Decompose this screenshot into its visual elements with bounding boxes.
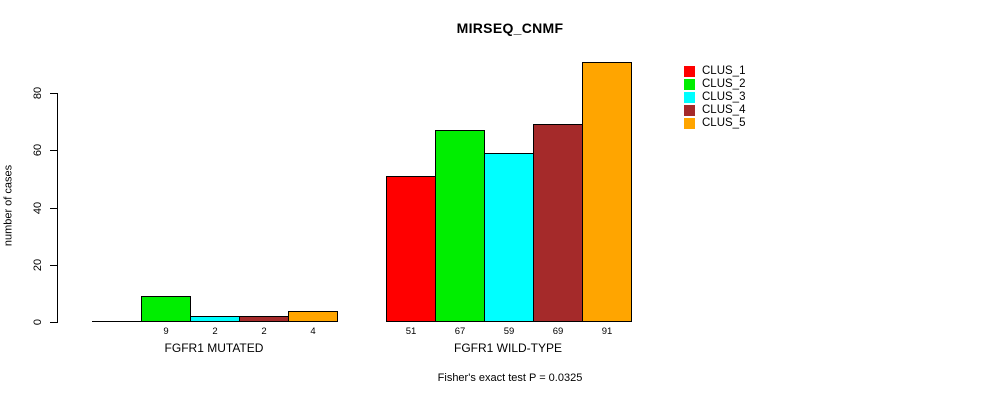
x-group-label-fgfr1-mutated: FGFR1 MUTATED [164,341,264,355]
bar-value-label-clus-3-fgfr1-mutated: 2 [212,326,218,337]
y-axis-tick [50,150,57,151]
y-axis-tick [50,265,57,266]
y-axis-tick-label: 0 [32,318,44,326]
bar-clus-5-fgfr1-mutated [288,311,338,322]
bar-clus-4-fgfr1-wild-type [533,124,583,322]
x-group-label-fgfr1-wild-type: FGFR1 WILD-TYPE [453,341,562,355]
y-axis-tick-label: 20 [32,258,44,272]
bar-value-label-clus-2-fgfr1-mutated: 9 [163,326,169,337]
bar-clus-2-fgfr1-mutated [141,296,191,322]
bar-clus-3-fgfr1-mutated [190,316,240,322]
chart-title: MIRSEQ_CNMF [456,20,564,36]
y-axis-tick [50,93,57,94]
y-axis-tick [50,322,57,323]
y-axis-tick [50,208,57,209]
y-axis-tick-label: 40 [32,201,44,215]
bar-value-label-clus-2-fgfr1-wild-type: 67 [454,326,466,337]
bar-clus-1-fgfr1-mutated [92,321,142,322]
bar-clus-3-fgfr1-wild-type [484,153,534,322]
bar-clus-1-fgfr1-wild-type [386,176,436,322]
bar-value-label-clus-4-fgfr1-mutated: 2 [261,326,267,337]
y-axis-tick-label: 80 [32,86,44,100]
bar-value-label-clus-3-fgfr1-wild-type: 59 [503,326,515,337]
bar-value-label-clus-5-fgfr1-wild-type: 91 [601,326,613,337]
y-axis-line [57,93,58,323]
bar-value-label-clus-1-fgfr1-wild-type: 51 [405,326,417,337]
bar-value-label-clus-4-fgfr1-wild-type: 69 [552,326,564,337]
bar-clus-2-fgfr1-wild-type [435,130,485,322]
bar-clus-5-fgfr1-wild-type [582,62,632,322]
bar-value-label-clus-5-fgfr1-mutated: 4 [310,326,316,337]
bar-clus-4-fgfr1-mutated [239,316,289,322]
y-axis-tick-label: 60 [32,143,44,157]
footer-note: Fisher's exact test P = 0.0325 [437,372,583,384]
